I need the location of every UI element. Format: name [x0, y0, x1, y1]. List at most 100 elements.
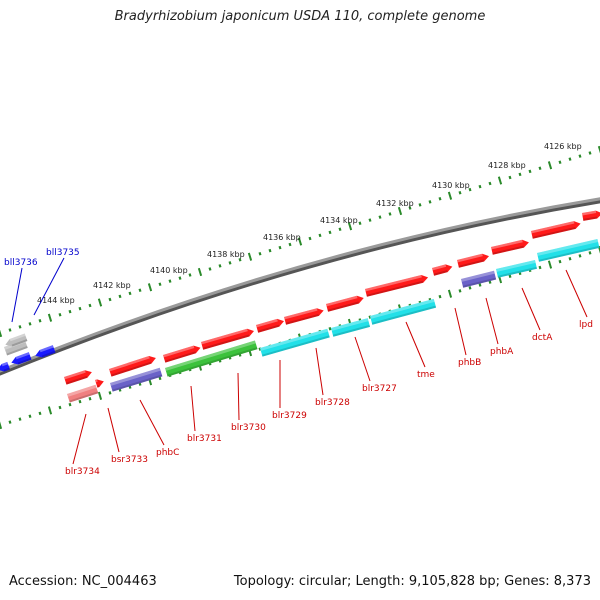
reverse-gene-arrow — [11, 352, 32, 365]
scale-tick — [597, 145, 600, 154]
backbone-shadow — [0, 198, 600, 376]
scale-tick — [68, 309, 72, 314]
scale-tick — [168, 279, 172, 283]
forward-gene-arrow — [163, 345, 201, 363]
scale-tick — [288, 242, 292, 247]
forward-gene-arrow — [256, 318, 285, 333]
scale-label: 4132 kbp — [376, 199, 414, 208]
scale-tick — [488, 280, 492, 284]
gene-label: tme — [417, 370, 435, 380]
label-leader-line — [139, 399, 165, 446]
gene-label: blr3731 — [187, 434, 222, 444]
scale-tick — [278, 245, 282, 250]
scale-tick — [118, 294, 122, 299]
scale-tick — [578, 254, 582, 258]
scale-label: 4128 kbp — [488, 161, 526, 170]
scale-tick — [18, 417, 22, 421]
scale-tick — [447, 191, 453, 200]
scale-tick — [478, 283, 482, 287]
cds-bar — [165, 340, 258, 377]
gene-label: blr3728 — [315, 398, 350, 408]
scale-tick — [108, 297, 112, 302]
scale-label: 4130 kbp — [432, 181, 470, 190]
forward-gene-arrow — [326, 295, 364, 312]
scale-tick — [88, 303, 92, 308]
accession-text: Accession: NC_004463 — [9, 574, 157, 589]
reverse-gene-arrow — [5, 333, 28, 347]
scale-tick — [388, 212, 392, 216]
scale-labels: 4126 kbp 4128 kbp 4130 kbp 4132 kbp 4134 kbp… — [37, 142, 582, 305]
scale-tick — [558, 259, 562, 264]
scale-tick — [238, 258, 242, 262]
cds-bar — [496, 260, 537, 278]
scale-tick — [508, 175, 512, 180]
scale-tick — [508, 274, 512, 278]
scale-tick — [247, 252, 253, 261]
gene-label: blr3729 — [272, 411, 307, 421]
label-leader-line — [521, 287, 541, 331]
label-leader-line — [72, 413, 87, 465]
label-leader-line — [485, 297, 499, 345]
cds-bar — [67, 384, 99, 403]
scale-tick — [358, 221, 362, 225]
forward-gene-arrow — [432, 264, 453, 276]
cds-bar — [537, 239, 600, 262]
scale-tick — [28, 322, 32, 326]
label-leader-line — [405, 321, 426, 368]
genome-summary-text: Topology: circular; Length: 9,105,828 bp… — [233, 574, 591, 589]
scale-tick — [228, 261, 232, 265]
forward-gene-arrow — [582, 210, 600, 221]
scale-tick — [308, 236, 312, 241]
scale-tick — [268, 248, 272, 253]
scale-tick — [297, 237, 303, 246]
scale-tick — [158, 376, 162, 381]
scale-tick — [188, 273, 192, 277]
scale-tick — [547, 260, 553, 269]
scale-tick — [568, 157, 572, 161]
scale-label: 4142 kbp — [93, 281, 131, 290]
scale-tick — [497, 176, 503, 185]
scale-tick — [468, 286, 472, 290]
cds-bar — [260, 328, 330, 357]
scale-tick — [78, 399, 82, 404]
forward-gene-arrow — [284, 308, 324, 325]
scale-tick — [447, 289, 453, 298]
scale-tick — [47, 406, 53, 415]
forward-gene-arrow — [531, 221, 581, 239]
gene-label: phbB — [458, 358, 481, 368]
scale-tick — [68, 402, 72, 407]
scale-tick — [108, 391, 112, 395]
scale-tick — [88, 397, 92, 401]
gene-label: bll3736 — [4, 258, 38, 268]
label-leader-line — [237, 372, 240, 421]
scale-tick — [147, 283, 153, 292]
forward-gene-arrow — [95, 379, 104, 388]
scale-label: 4138 kbp — [207, 250, 245, 259]
cds-bar — [331, 318, 371, 337]
scale-tick — [538, 265, 542, 270]
scale-tick — [418, 203, 422, 207]
scale-tick — [28, 414, 32, 418]
scale-tick — [438, 294, 442, 299]
scale-tick — [328, 327, 332, 331]
scale-tick — [38, 319, 42, 323]
label-leader-line — [107, 407, 120, 453]
gene-label: blr3727 — [362, 384, 397, 394]
scale-tick — [18, 325, 22, 329]
reverse-gene-arrow — [0, 361, 11, 372]
scale-tick — [78, 306, 82, 311]
inner-scale-ticks — [0, 245, 600, 430]
genome-backbone — [0, 197, 600, 376]
label-leader-line — [354, 336, 371, 382]
genome-title: Bradyrhizobium japonicum USDA 110, compl… — [114, 9, 486, 24]
scale-tick — [8, 328, 12, 332]
forward-gene-arrow — [64, 370, 92, 385]
cds-track — [4, 239, 600, 403]
gene-track — [0, 210, 600, 388]
forward-gene-arrow — [365, 274, 429, 297]
gene-label: blr3734 — [65, 467, 100, 477]
scale-tick — [528, 169, 532, 174]
gene-label: phbA — [490, 347, 514, 357]
scale-tick — [58, 312, 62, 317]
